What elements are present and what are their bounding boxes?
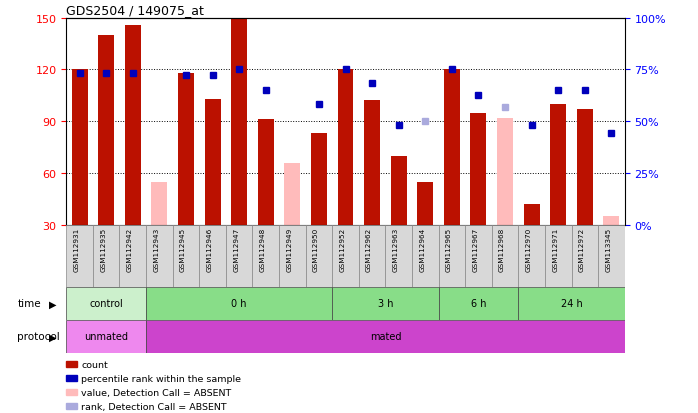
- Bar: [66, 225, 93, 287]
- Text: rank, Detection Call = ABSENT: rank, Detection Call = ABSENT: [81, 401, 227, 411]
- Text: GSM112949: GSM112949: [286, 227, 292, 271]
- Text: GSM112948: GSM112948: [260, 227, 266, 271]
- Text: time: time: [17, 299, 41, 309]
- Bar: [66, 403, 77, 409]
- Text: GSM112947: GSM112947: [233, 227, 239, 271]
- Text: 24 h: 24 h: [560, 299, 582, 309]
- Bar: [66, 320, 146, 353]
- Bar: [438, 287, 519, 320]
- Bar: [98, 36, 114, 277]
- Text: GSM112967: GSM112967: [473, 227, 478, 271]
- Bar: [146, 225, 172, 287]
- Text: GSM112942: GSM112942: [127, 227, 133, 271]
- Bar: [550, 104, 566, 277]
- Bar: [438, 225, 465, 287]
- Bar: [66, 389, 77, 395]
- Bar: [306, 225, 332, 287]
- Text: GSM112971: GSM112971: [552, 227, 558, 271]
- Bar: [66, 375, 77, 382]
- Bar: [311, 134, 327, 277]
- Bar: [258, 120, 274, 277]
- Bar: [364, 101, 380, 277]
- Text: GSM112965: GSM112965: [446, 227, 452, 271]
- Text: count: count: [81, 360, 108, 369]
- Text: GSM112945: GSM112945: [180, 227, 186, 271]
- Bar: [412, 225, 438, 287]
- Bar: [492, 225, 519, 287]
- Bar: [125, 26, 141, 277]
- Bar: [519, 287, 625, 320]
- Bar: [284, 163, 300, 277]
- Bar: [338, 70, 353, 277]
- Bar: [146, 320, 625, 353]
- Bar: [444, 70, 460, 277]
- Bar: [359, 225, 385, 287]
- Bar: [178, 74, 194, 277]
- Text: 0 h: 0 h: [232, 299, 247, 309]
- Text: GSM113345: GSM113345: [605, 227, 611, 271]
- Text: protocol: protocol: [17, 332, 60, 342]
- Bar: [572, 225, 598, 287]
- Bar: [417, 182, 433, 277]
- Text: GSM112970: GSM112970: [526, 227, 532, 271]
- Bar: [524, 204, 540, 277]
- Text: GSM112943: GSM112943: [154, 227, 159, 271]
- Bar: [72, 70, 87, 277]
- Bar: [172, 225, 199, 287]
- Bar: [519, 225, 545, 287]
- Bar: [497, 119, 513, 277]
- Bar: [470, 113, 487, 277]
- Bar: [391, 156, 407, 277]
- Bar: [598, 225, 625, 287]
- Text: percentile rank within the sample: percentile rank within the sample: [81, 374, 242, 382]
- Bar: [205, 100, 221, 277]
- Bar: [66, 361, 77, 368]
- Bar: [226, 225, 253, 287]
- Text: GSM112963: GSM112963: [393, 227, 399, 271]
- Text: unmated: unmated: [84, 332, 128, 342]
- Text: GSM112946: GSM112946: [207, 227, 213, 271]
- Bar: [199, 225, 226, 287]
- Bar: [577, 110, 593, 277]
- Bar: [253, 225, 279, 287]
- Bar: [332, 287, 438, 320]
- Bar: [66, 287, 146, 320]
- Bar: [332, 225, 359, 287]
- Text: GSM112962: GSM112962: [366, 227, 372, 271]
- Text: GSM112952: GSM112952: [339, 227, 346, 271]
- Text: GSM112964: GSM112964: [419, 227, 425, 271]
- Text: GSM112968: GSM112968: [499, 227, 505, 271]
- Text: GDS2504 / 149075_at: GDS2504 / 149075_at: [66, 5, 205, 17]
- Bar: [604, 216, 619, 277]
- Text: GSM112935: GSM112935: [101, 227, 106, 271]
- Bar: [231, 19, 247, 277]
- Text: GSM112972: GSM112972: [579, 227, 585, 271]
- Bar: [119, 225, 146, 287]
- Bar: [385, 225, 412, 287]
- Bar: [545, 225, 572, 287]
- Text: control: control: [89, 299, 123, 309]
- Text: value, Detection Call = ABSENT: value, Detection Call = ABSENT: [81, 388, 232, 396]
- Text: ▶: ▶: [49, 332, 57, 342]
- Text: ▶: ▶: [49, 299, 57, 309]
- Text: mated: mated: [370, 332, 401, 342]
- Bar: [465, 225, 492, 287]
- Text: GSM112931: GSM112931: [73, 227, 80, 271]
- Bar: [279, 225, 306, 287]
- Text: 6 h: 6 h: [470, 299, 487, 309]
- Bar: [146, 287, 332, 320]
- Text: 3 h: 3 h: [378, 299, 393, 309]
- Bar: [93, 225, 119, 287]
- Text: GSM112950: GSM112950: [313, 227, 319, 271]
- Bar: [151, 182, 168, 277]
